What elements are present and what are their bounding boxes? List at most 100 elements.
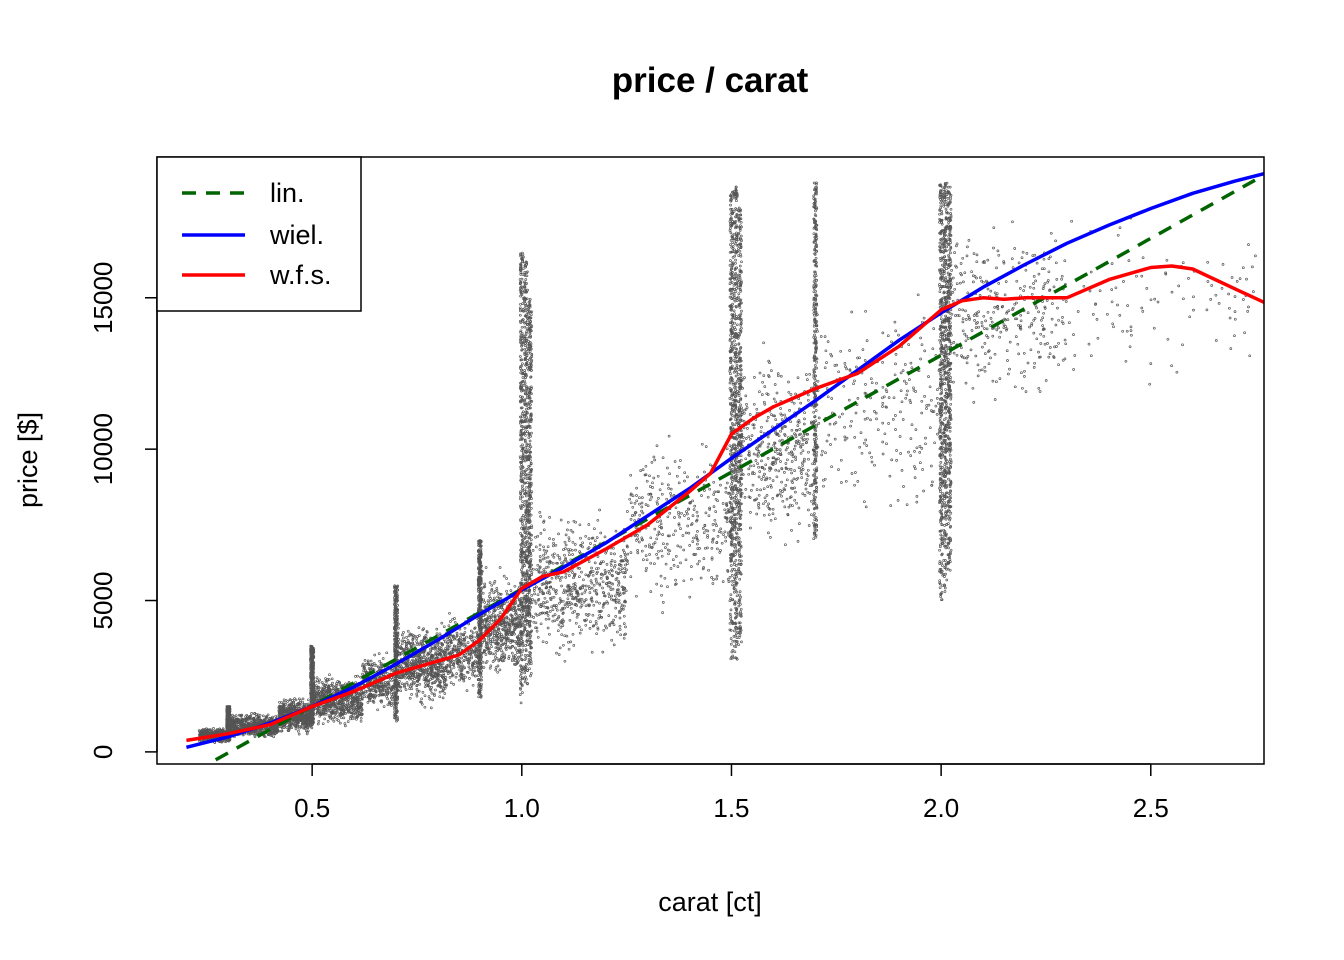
scatter-point bbox=[612, 618, 615, 622]
scatter-point bbox=[623, 571, 627, 575]
scatter-point bbox=[474, 674, 477, 678]
scatter-point bbox=[541, 640, 545, 644]
scatter-point bbox=[307, 721, 311, 724]
scatter-point bbox=[325, 691, 328, 695]
scatter-point bbox=[306, 711, 309, 715]
scatter-point bbox=[608, 624, 612, 627]
scatter-point bbox=[386, 671, 389, 675]
scatter-point bbox=[538, 548, 542, 551]
scatter-point bbox=[364, 670, 368, 674]
scatter-point bbox=[468, 667, 472, 671]
scatter-point bbox=[316, 689, 320, 693]
scatter-point bbox=[352, 699, 356, 703]
scatter-point bbox=[566, 520, 570, 524]
scatter-point bbox=[567, 574, 571, 577]
scatter-point bbox=[333, 687, 336, 691]
scatter-point bbox=[369, 667, 373, 671]
scatter-point bbox=[619, 564, 623, 567]
scatter-point bbox=[506, 600, 509, 604]
scatter-point bbox=[572, 582, 576, 586]
scatter-point bbox=[575, 615, 579, 619]
scatter-point bbox=[415, 643, 419, 646]
scatter-point bbox=[321, 691, 324, 695]
scatter-point bbox=[592, 583, 596, 587]
scatter-point bbox=[302, 726, 306, 730]
scatter-point bbox=[552, 538, 555, 541]
scatter-point bbox=[448, 676, 452, 679]
scatter-point bbox=[385, 651, 389, 655]
scatter-point bbox=[364, 663, 368, 666]
scatter-point bbox=[513, 646, 517, 650]
scatter-point bbox=[333, 711, 336, 715]
scatter-point bbox=[497, 607, 500, 610]
scatter-point bbox=[424, 634, 428, 637]
scatter-point bbox=[390, 691, 393, 695]
scatter-point bbox=[298, 703, 302, 706]
scatter-point bbox=[610, 568, 613, 572]
scatter-point bbox=[482, 666, 486, 669]
scatter-point bbox=[482, 598, 485, 602]
scatter-point bbox=[435, 627, 439, 631]
scatter-point bbox=[295, 703, 299, 707]
scatter-point bbox=[551, 614, 555, 618]
scatter-point bbox=[545, 549, 549, 553]
scatter-point bbox=[327, 707, 331, 710]
scatter-point bbox=[494, 655, 497, 659]
scatter-point bbox=[284, 703, 288, 706]
scatter-point bbox=[335, 718, 339, 721]
scatter-point bbox=[491, 660, 495, 663]
scatter-point bbox=[377, 668, 381, 672]
scatter-point bbox=[438, 695, 442, 699]
scatter-point bbox=[318, 690, 321, 693]
scatter-point bbox=[330, 684, 334, 687]
scatter-point bbox=[306, 702, 310, 706]
scatter-point bbox=[586, 614, 590, 617]
scatter-point bbox=[406, 629, 410, 633]
scatter-point bbox=[326, 720, 330, 723]
scatter-point bbox=[373, 653, 377, 657]
scatter-point bbox=[567, 640, 570, 644]
scatter-point bbox=[379, 687, 383, 690]
scatter-point bbox=[598, 601, 601, 605]
scatter-point bbox=[467, 665, 471, 669]
scatter-point bbox=[383, 686, 387, 690]
scatter-point bbox=[454, 675, 458, 679]
scatter-point bbox=[610, 594, 614, 598]
scatter-point bbox=[452, 683, 456, 686]
scatter-point bbox=[593, 539, 597, 543]
scatter-point bbox=[568, 618, 572, 622]
scatter-point bbox=[593, 527, 596, 531]
scatter-point bbox=[545, 600, 549, 604]
scatter-point bbox=[566, 528, 569, 532]
scatter-point bbox=[378, 690, 382, 694]
scatter-point bbox=[497, 647, 500, 651]
scatter-point bbox=[307, 698, 310, 702]
scatter-point bbox=[209, 728, 213, 732]
scatter-point bbox=[432, 692, 436, 696]
scatter-point bbox=[255, 718, 259, 721]
scatter-point bbox=[299, 716, 303, 720]
scatter-point bbox=[499, 646, 503, 650]
scatter-point bbox=[453, 620, 457, 624]
scatter-point bbox=[488, 581, 492, 584]
scatter-point bbox=[240, 717, 244, 721]
scatter-point bbox=[322, 706, 325, 709]
scatter-point bbox=[598, 613, 601, 617]
scatter-point bbox=[558, 601, 561, 605]
scatter-point bbox=[286, 729, 290, 732]
scatter-point bbox=[297, 707, 301, 710]
scatter-point bbox=[374, 690, 378, 693]
scatter-point bbox=[499, 643, 503, 647]
scatter-point bbox=[487, 610, 491, 614]
scatter-point bbox=[347, 709, 351, 713]
scatter-point bbox=[551, 561, 555, 565]
scatter-point bbox=[544, 617, 548, 621]
scatter-point bbox=[584, 623, 588, 627]
scatter-point bbox=[609, 561, 613, 564]
scatter-point bbox=[535, 629, 539, 633]
scatter-point bbox=[423, 656, 427, 659]
scatter-point bbox=[352, 716, 356, 720]
scatter-point bbox=[345, 706, 348, 710]
scatter-point bbox=[463, 631, 467, 634]
scatter-point bbox=[612, 623, 616, 627]
